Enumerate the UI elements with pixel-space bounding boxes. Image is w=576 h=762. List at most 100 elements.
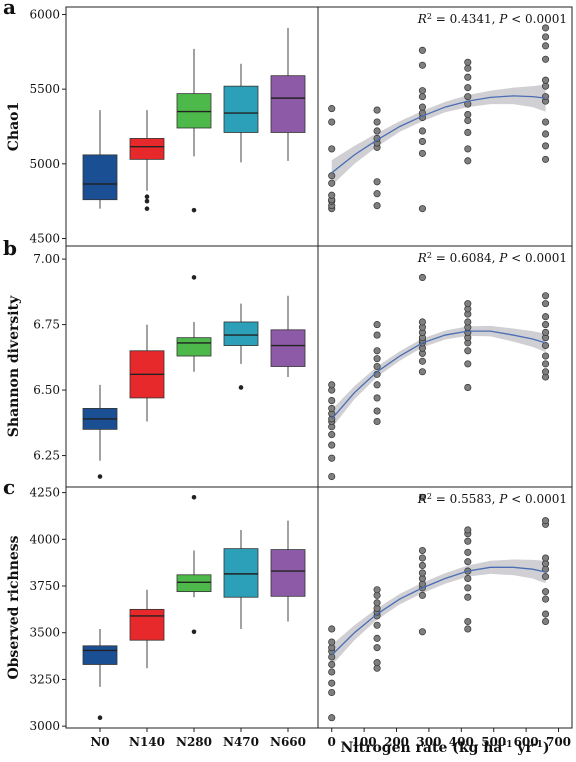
data-point — [328, 145, 336, 153]
quadratic-fit-line — [331, 566, 546, 656]
data-point — [373, 190, 381, 198]
data-point — [464, 548, 472, 556]
data-point — [373, 634, 381, 642]
x-tick-label: 0 — [328, 735, 336, 749]
x-tick-label: 100 — [352, 735, 377, 749]
data-point — [418, 61, 426, 69]
panel-letter: a — [3, 0, 16, 19]
outlier-point — [191, 275, 197, 280]
data-point — [542, 573, 550, 581]
data-point — [373, 118, 381, 126]
data-point — [418, 554, 426, 562]
y-tick-label: 6.50 — [33, 383, 60, 397]
data-point — [328, 668, 336, 676]
panel-frame — [317, 6, 573, 247]
outlier-point — [144, 194, 150, 200]
y-tick-label: 4000 — [29, 532, 60, 546]
data-point — [542, 360, 550, 368]
data-point — [418, 127, 426, 135]
data-point — [464, 617, 472, 626]
data-point — [328, 638, 336, 646]
data-point — [373, 355, 381, 363]
data-point — [542, 610, 550, 618]
data-point — [464, 537, 472, 545]
data-point — [542, 368, 550, 376]
box-N0 — [82, 154, 118, 201]
data-point — [373, 106, 381, 114]
data-point — [328, 714, 336, 722]
data-point — [373, 621, 381, 629]
data-point — [542, 42, 550, 50]
x-tick-label: 200 — [384, 735, 409, 749]
y-tick-label: 6000 — [29, 7, 60, 21]
data-point — [464, 347, 472, 355]
data-point — [373, 202, 381, 210]
data-point — [418, 46, 426, 54]
y-axis-label: Observed richness — [6, 535, 22, 679]
x-category-label: N0 — [90, 735, 109, 749]
data-point — [542, 321, 550, 329]
data-point — [542, 313, 550, 321]
data-point — [373, 417, 381, 426]
x-category-label: N280 — [176, 735, 212, 749]
data-point — [328, 172, 336, 180]
data-point — [418, 137, 426, 145]
data-point — [542, 93, 550, 101]
data-point — [542, 24, 550, 32]
data-point — [328, 454, 336, 462]
data-point — [328, 105, 336, 113]
data-point — [373, 659, 381, 667]
x-category-label: N660 — [270, 735, 306, 749]
data-point — [464, 584, 472, 592]
data-point — [542, 595, 550, 603]
data-point — [418, 493, 426, 501]
data-point — [373, 586, 381, 594]
data-point — [542, 82, 550, 90]
box-N470 — [223, 548, 259, 598]
data-point — [328, 688, 336, 697]
box-N470 — [223, 85, 259, 133]
data-point — [464, 145, 472, 153]
data-point — [418, 591, 426, 599]
data-point — [464, 526, 472, 534]
box-N660 — [270, 329, 306, 367]
data-point — [542, 617, 550, 626]
data-point — [328, 441, 336, 449]
y-tick-label: 5000 — [29, 157, 60, 171]
box-N140 — [129, 608, 165, 641]
data-point — [373, 394, 381, 402]
y-axis-label: Shannon diversity — [6, 295, 22, 437]
data-point — [542, 328, 550, 336]
data-point — [542, 352, 550, 360]
outlier-point — [144, 198, 150, 204]
data-point — [373, 381, 381, 389]
data-point — [542, 55, 550, 63]
data-point — [373, 331, 381, 339]
data-point — [542, 341, 550, 350]
x-category-label: N470 — [223, 735, 259, 749]
box-N280 — [176, 574, 212, 593]
data-point — [373, 321, 381, 329]
data-point — [373, 127, 381, 135]
y-tick-label: 7.00 — [33, 252, 60, 266]
data-point — [464, 360, 472, 368]
data-point — [464, 625, 472, 633]
data-point — [328, 625, 336, 633]
data-point — [464, 58, 472, 66]
outlier-point — [191, 494, 197, 500]
x-tick-label: 300 — [416, 735, 441, 749]
y-axis-label: Chao1 — [6, 102, 22, 151]
data-point — [373, 362, 381, 371]
data-point — [373, 599, 381, 607]
panel-frame — [65, 486, 319, 729]
x-tick-label: 700 — [546, 735, 571, 749]
data-point — [418, 569, 426, 577]
stats-annotation: R2 = 0.6084, P < 0.0001 — [417, 251, 567, 266]
data-point — [328, 118, 336, 126]
boxplot-panel: a 4500 5000 5500 6000 Chao1 — [3, 0, 319, 247]
scatter-panel: R2 = 0.5583, P < 0.0001 0 100 200 300 400 500 6… — [317, 486, 573, 756]
y-tick-label: 6.75 — [33, 318, 60, 332]
data-point — [328, 179, 336, 187]
data-point — [542, 300, 550, 308]
